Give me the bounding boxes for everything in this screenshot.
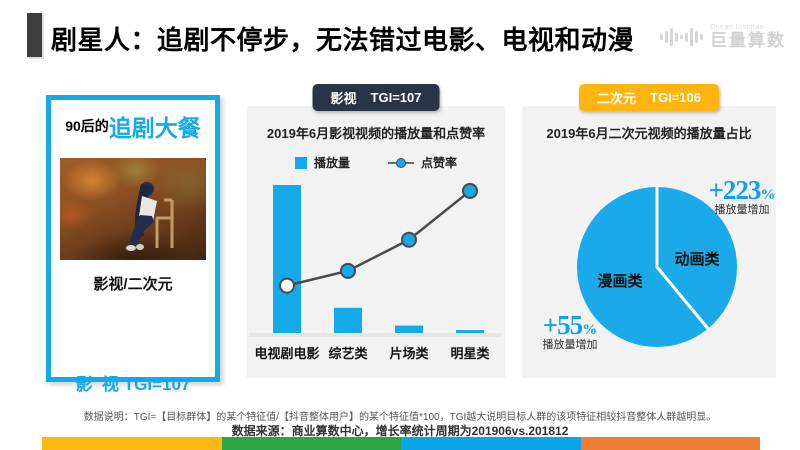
film-badge-value: TGI=107 — [370, 90, 422, 105]
stripe-segment — [580, 437, 760, 450]
figurine-illustration — [126, 182, 174, 251]
anime-badge-label: 二次元 — [597, 91, 637, 106]
category-label: 片场类 — [389, 346, 429, 361]
profile-tgi-stats: 影 视 TGI=107 二次元 TGI=106 — [51, 312, 215, 450]
profile-caption: 影视/二次元 — [93, 276, 173, 293]
pie-slice-label-manga: 漫画类 — [597, 273, 643, 290]
film-chart-legend: 播放量 点赞率 — [247, 154, 505, 171]
line-marker-icon — [388, 157, 414, 168]
stripe-segment — [401, 437, 581, 450]
tgi-stat-film: 影 视 TGI=107 — [75, 375, 191, 394]
logo-brand-en: Ocean Insights — [710, 23, 764, 31]
legend-item-playcount: 播放量 — [294, 154, 350, 171]
page-title: 剧星人：追剧不停步，无法错过电影、电视和动漫 — [51, 25, 635, 55]
title-accent-bar — [27, 13, 42, 57]
film-chart-title: 2019年6月影视视频的播放量和点赞率 — [266, 126, 486, 141]
category-label: 综艺类 — [328, 346, 368, 361]
bar-swatch-icon — [294, 156, 307, 169]
film-badge-label: 影视 — [330, 91, 357, 106]
anime-tgi-badge: 二次元 TGI=106 — [579, 84, 719, 111]
legend-likerate-label: 点赞率 — [421, 156, 458, 170]
pie-chart — [577, 185, 737, 347]
category-label: 明星类 — [450, 346, 490, 361]
logo-soundbars-icon — [660, 20, 703, 54]
growth-caption-manga: 播放量增加 — [542, 339, 598, 352]
anime-badge-value: TGI=106 — [650, 90, 701, 105]
anime-chart-title: 2019年6月二次元视频的播放量占比 — [546, 126, 752, 141]
growth-caption-animation: 播放量增加 — [714, 204, 770, 217]
legend-playcount-label: 播放量 — [313, 156, 350, 170]
film-video-panel: 影视 TGI=107 2019年6月影视视频的播放量和点赞率 播放量 点赞率 电… — [247, 84, 505, 378]
logo-brand-cn: 巨量算数 — [710, 30, 786, 50]
profile-card-title: 90后的 追剧大餐 — [51, 110, 215, 142]
audience-profile-card: 90后的 追剧大餐 — [46, 95, 220, 394]
growth-unit-animation: % — [760, 187, 776, 203]
pie-slice-label-animation: 动画类 — [674, 251, 720, 268]
legend-item-likerate: 点赞率 — [388, 154, 457, 171]
stripe-segment — [42, 437, 222, 450]
figurine-photo — [60, 158, 206, 260]
category-label: 电视剧电影 — [254, 346, 320, 361]
growth-annotation-animation: +223% 播放量增加 — [705, 176, 779, 217]
stripe-segment — [221, 437, 401, 450]
footer-color-stripe — [42, 437, 760, 450]
profile-title-highlight: 追剧大餐 — [108, 115, 201, 141]
data-note: 数据说明：TGI=【目标群体】的某个特征值/【抖音整体用户】的某个特征值*100… — [83, 412, 717, 423]
data-source: 数据来源：商业算数中心，增长率统计周期为201906vs.201812 — [231, 424, 569, 438]
brand-logo: Ocean Insights 巨量算数 — [660, 20, 786, 54]
film-tgi-badge: 影视 TGI=107 — [312, 84, 440, 111]
growth-value-animation: +223 — [708, 175, 762, 205]
profile-title-prefix: 90后的 — [65, 118, 109, 134]
growth-value-manga: +55 — [542, 310, 583, 340]
bar-category-labels: 电视剧电影 综艺类 片场类 明星类 — [247, 343, 505, 361]
growth-unit-manga: % — [582, 322, 598, 338]
anime-video-panel: 二次元 TGI=106 2019年6月二次元视频的播放量占比 动画类 漫画类 +… — [522, 84, 779, 378]
bar-line-chart — [249, 182, 501, 337]
growth-annotation-manga: +55% 播放量增加 — [530, 311, 610, 352]
logo-text: Ocean Insights 巨量算数 — [710, 24, 786, 50]
